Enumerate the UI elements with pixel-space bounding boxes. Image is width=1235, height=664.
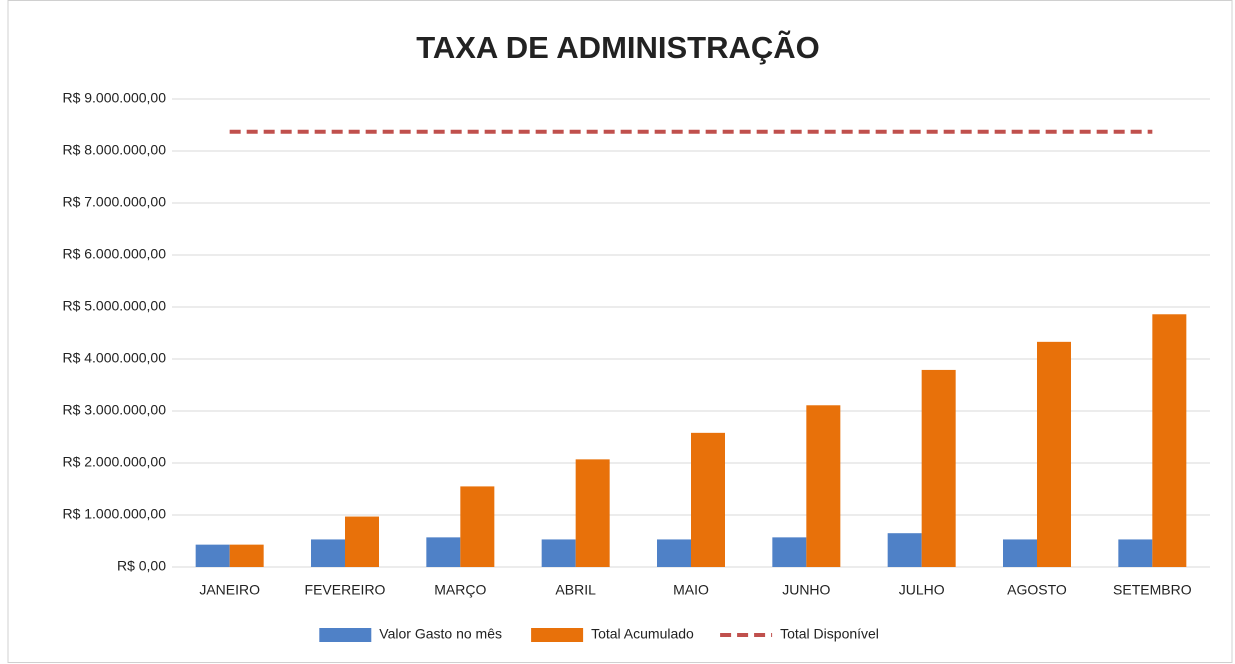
x-tick-label: JULHO [899,582,945,598]
x-tick-label: SETEMBRO [1113,582,1192,598]
bar [691,432,725,567]
y-tick-label: R$ 7.000.000,00 [62,194,166,210]
bar [1118,539,1153,567]
x-tick-label: MARÇO [434,582,486,598]
legend-swatch [319,628,372,642]
y-tick-label: R$ 3.000.000,00 [62,402,166,418]
y-tick-label: R$ 8.000.000,00 [62,142,166,158]
bar [772,537,807,567]
bar [345,516,379,567]
x-tick-label: FEVEREIRO [305,582,386,598]
y-tick-label: R$ 6.000.000,00 [62,246,166,262]
bar [657,539,691,567]
x-tick-label: MAIO [673,582,709,598]
bar [806,405,841,567]
y-tick-label: R$ 9.000.000,00 [62,90,166,106]
bar [1003,539,1037,567]
x-tick-label: AGOSTO [1007,582,1067,598]
y-tick-label: R$ 2.000.000,00 [62,454,166,470]
legend-label: Valor Gasto no mês [379,626,502,642]
bar [460,486,495,567]
x-tick-label: JUNHO [782,582,830,598]
bar [195,544,230,567]
x-tick-label: JANEIRO [199,582,260,598]
legend-label: Total Disponível [780,626,879,642]
bar [575,459,610,567]
x-tick-label: ABRIL [555,582,596,598]
bar [1037,341,1071,567]
bar [541,539,576,567]
legend-label: Total Acumulado [591,626,694,642]
bar [229,544,264,567]
bar [426,537,461,567]
y-tick-label: R$ 1.000.000,00 [62,506,166,522]
y-tick-label: R$ 4.000.000,00 [62,350,166,366]
legend-swatch [531,628,584,642]
y-tick-label: R$ 5.000.000,00 [62,298,166,314]
bar [887,533,922,567]
bar [1152,314,1187,567]
bar [921,369,956,567]
y-tick-label: R$ 0,00 [117,558,166,574]
bar [311,539,345,567]
chart-title: TAXA DE ADMINISTRAÇÃO [416,30,820,65]
